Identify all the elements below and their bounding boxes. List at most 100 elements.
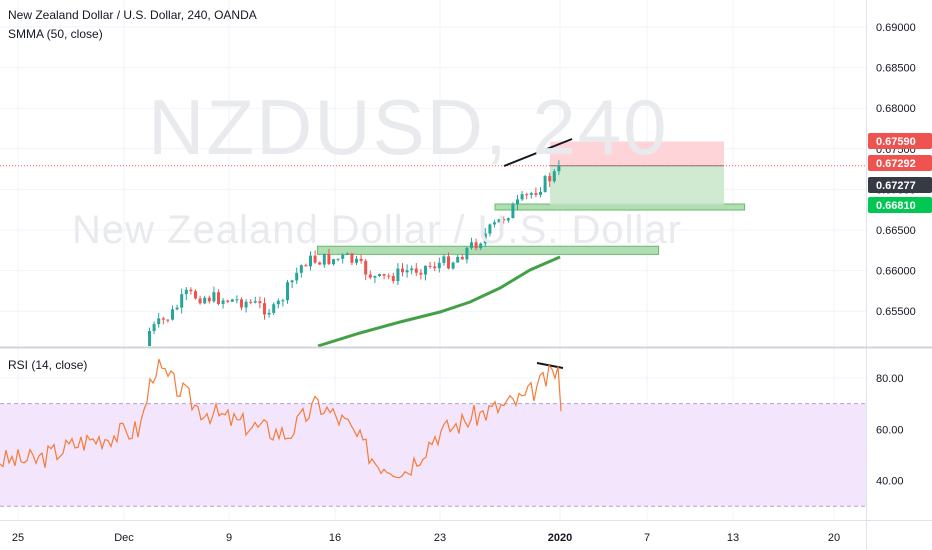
candle-body: [373, 276, 377, 278]
smma-series: [317, 255, 561, 348]
candle-body: [355, 258, 358, 263]
candle-body: [456, 256, 460, 263]
support-zones[interactable]: [0, 141, 866, 255]
candle-body: [304, 265, 308, 267]
candle-body: [483, 233, 487, 244]
price-tag-label: 0.67590: [876, 136, 916, 148]
candle-body: [189, 289, 193, 292]
candle-body: [479, 243, 483, 249]
take-profit-zone: [550, 165, 724, 205]
price-tag-crosshair: [868, 177, 932, 193]
time-tick-label: 16: [329, 532, 341, 544]
candle-body: [226, 300, 230, 302]
time-tick-label: 7: [644, 532, 650, 544]
rsi-band: [0, 403, 866, 507]
price-tag-stop: [868, 133, 932, 149]
candle-body: [235, 299, 239, 301]
candle-body: [391, 276, 395, 282]
candle-body: [341, 254, 345, 259]
candle-body: [442, 256, 446, 263]
chart-title[interactable]: New Zealand Dollar / U.S. Dollar, 240, O…: [8, 8, 257, 22]
candle-body: [166, 319, 170, 321]
candle-body: [359, 258, 363, 261]
candle-body: [148, 330, 151, 347]
candle-body: [516, 199, 519, 205]
rsi-band-fill: [0, 403, 866, 507]
price-axis-bg: [866, 0, 932, 550]
candle-body: [552, 171, 556, 182]
candle-body: [313, 255, 317, 263]
candle-body: [543, 176, 547, 192]
candle-body: [387, 275, 391, 277]
price-tick-label: 0.68000: [876, 103, 916, 115]
candle-body: [327, 253, 331, 265]
candle-body: [470, 242, 473, 248]
candle-body: [253, 301, 257, 303]
candle-body: [525, 194, 529, 196]
candle-body: [295, 272, 299, 281]
candle-body: [290, 280, 294, 283]
price-tag-label: 0.67277: [876, 180, 916, 192]
candle-body: [276, 300, 280, 305]
candle-body: [322, 253, 326, 265]
candle-body: [180, 294, 184, 308]
candle-body: [171, 309, 174, 320]
candle-body: [529, 193, 533, 195]
price-tags: 0.67590 0.67292 0.67277 0.66810: [868, 133, 932, 213]
candle-body: [258, 301, 262, 304]
candle-body: [465, 247, 469, 260]
candle-body: [557, 165, 561, 172]
price-tick-label: 0.66000: [876, 266, 916, 278]
candle-body: [520, 194, 524, 200]
price-tick-label: 0.69000: [876, 22, 916, 34]
watermark-symbol: NZDUSD, 240: [148, 83, 669, 171]
candle-body: [474, 242, 478, 249]
trendlines[interactable]: [503, 138, 573, 369]
candle-body: [263, 303, 266, 315]
candle-body: [212, 292, 216, 302]
candlesticks: [148, 160, 561, 347]
candle-body: [401, 268, 404, 273]
time-tick-label: 23: [434, 532, 446, 544]
candle-body: [502, 219, 506, 221]
candle-body: [350, 253, 354, 263]
indicator-label-smma[interactable]: SMMA (50, close): [8, 27, 103, 41]
rsi-tick-label: 60.00: [876, 424, 904, 436]
time-tick-label: 13: [727, 532, 739, 544]
price-tag-label: 0.67292: [876, 158, 916, 170]
time-tick-label: 9: [226, 532, 232, 544]
candle-body: [447, 256, 450, 269]
candle-body: [221, 300, 225, 304]
candle-body: [272, 304, 276, 313]
candle-body: [364, 260, 368, 275]
time-tick-label: 20: [828, 532, 840, 544]
price-trendline: [503, 138, 573, 167]
candle-body: [534, 193, 538, 195]
candle-body: [203, 297, 207, 304]
rsi-line: [0, 359, 562, 479]
watermark-name: New Zealand Dollar / U.S. Dollar: [72, 208, 682, 252]
candle-body: [410, 268, 414, 271]
candle-body: [249, 301, 253, 303]
rsi-tick-label: 80.00: [876, 373, 904, 385]
price-tag-price: [868, 155, 932, 171]
candle-body: [309, 255, 312, 267]
candle-body: [318, 262, 322, 265]
candle-body: [244, 301, 248, 308]
candle-body: [511, 204, 515, 219]
candle-body: [460, 256, 464, 260]
candle-body: [493, 222, 496, 225]
candle-body: [451, 262, 455, 269]
candle-body: [207, 297, 211, 302]
time-tick-label: 25: [12, 532, 24, 544]
smma-line: [317, 255, 561, 348]
candle-body: [548, 176, 552, 182]
candle-body: [240, 299, 243, 308]
candle-body: [194, 291, 197, 299]
candle-body: [539, 191, 542, 195]
candle-body: [175, 307, 179, 310]
price-tag-target: [868, 197, 932, 213]
indicator-label-rsi[interactable]: RSI (14, close): [8, 358, 88, 372]
